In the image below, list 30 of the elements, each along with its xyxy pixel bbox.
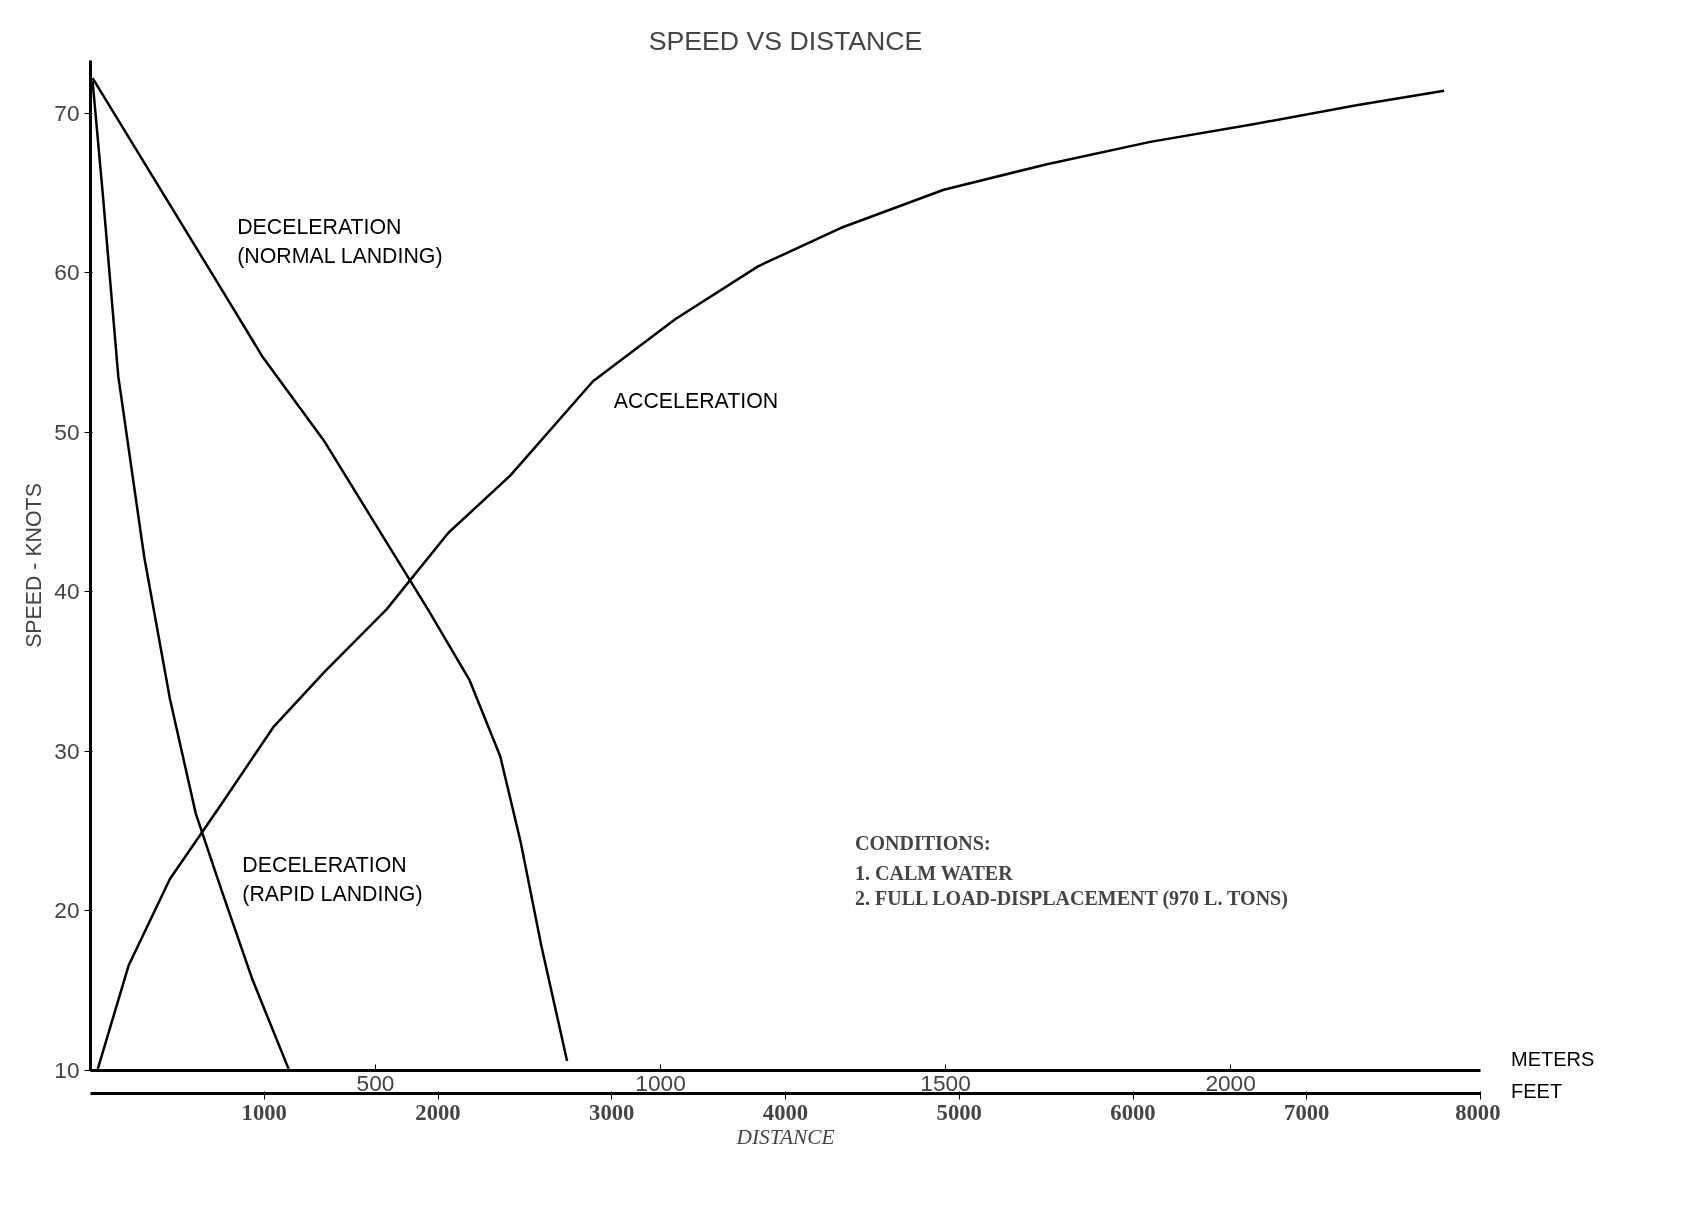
x-tick-label: 4000 (762, 1099, 809, 1125)
annotation: CONDITIONS: (855, 831, 991, 854)
x-tick-label: 2000 (415, 1099, 461, 1125)
series-label: DECELERATION (NORMAL LANDING) (237, 215, 443, 268)
x2-tick-label: 500 (356, 1069, 395, 1096)
x-tick-label: 8000 (1455, 1099, 1501, 1125)
y-tick-label: 50 (54, 418, 80, 445)
y-tick-label: 20 (54, 897, 80, 924)
annotation: 2. FULL LOAD-DISPLACEMENT (970 L. TONS) (855, 887, 1288, 911)
text: METERS (1511, 1047, 1595, 1072)
y-axis-title: SPEED - KNOTS (22, 483, 47, 648)
x2-tick-label: 1500 (920, 1069, 971, 1096)
series-label: DECELERATION (RAPID LANDING) (242, 853, 423, 907)
y-tick-label: 10 (54, 1057, 80, 1083)
text: FEET (1511, 1079, 1563, 1104)
x-tick-label: 3000 (589, 1099, 635, 1125)
x2-tick-label: 2000 (1205, 1069, 1256, 1096)
y-tick-label: 30 (54, 737, 80, 764)
annotation: 1. CALM WATER (855, 861, 1014, 884)
x-tick-label: 1000 (241, 1099, 287, 1125)
x-axis-title: DISTANCE (735, 1124, 835, 1149)
series-label: ACCELERATION (613, 389, 779, 414)
y-tick-label: 70 (54, 99, 80, 126)
x-tick-label: 6000 (1110, 1099, 1156, 1125)
y-tick-label: 60 (54, 259, 80, 286)
y-tick-label: 40 (54, 578, 80, 605)
chart-title: SPEED VS DISTANCE (648, 25, 923, 56)
x-tick-label: 7000 (1284, 1099, 1330, 1125)
x-tick-label: 5000 (936, 1099, 982, 1125)
x2-tick-label: 1000 (635, 1069, 686, 1096)
